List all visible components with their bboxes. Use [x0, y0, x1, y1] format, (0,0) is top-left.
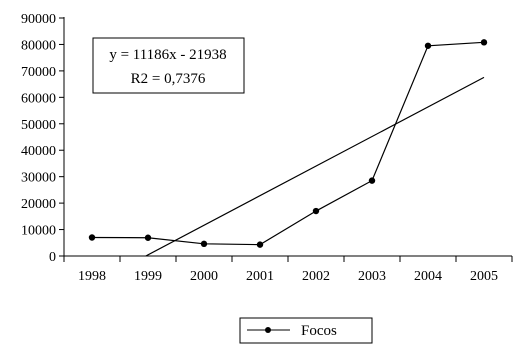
legend: Focos [239, 317, 373, 344]
y-ticks: 0 10000 20000 30000 40000 50000 60000 70000 8000… [21, 12, 64, 265]
x-tick-label: 2000 [190, 269, 218, 284]
y-tick-label: 30000 [21, 171, 56, 186]
data-point [312, 207, 320, 215]
trendline [145, 76, 485, 257]
data-point [200, 240, 208, 248]
x-tick-label: 2003 [358, 269, 386, 284]
legend-label: Focos [301, 323, 337, 339]
y-tick-label: 40000 [21, 144, 56, 159]
y-tick-label: 80000 [21, 38, 56, 53]
trendline-r2: R2 = 0,7376 [131, 71, 206, 87]
y-tick-label: 20000 [21, 197, 56, 212]
data-point [144, 234, 152, 241]
x-tick-label: 2002 [302, 269, 330, 284]
legend-marker [265, 327, 271, 333]
data-point [256, 241, 264, 248]
trendline-group [145, 76, 485, 257]
trendline-equation: y = 11186x - 21938 [109, 47, 226, 63]
x-ticks: 1998 1999 2000 2001 2002 2003 2004 2005 [63, 256, 513, 284]
x-tick-label: 1999 [134, 269, 162, 284]
data-point [368, 177, 376, 184]
y-tick-label: 60000 [21, 91, 56, 106]
equation-box: y = 11186x - 21938 R2 = 0,7376 [92, 37, 245, 94]
y-tick-label: 70000 [21, 65, 56, 80]
x-tick-label: 2004 [414, 269, 442, 284]
x-tick-label: 2001 [246, 269, 274, 284]
equation-box-border [92, 37, 245, 94]
x-tick-label: 2005 [470, 269, 498, 284]
data-point [424, 42, 432, 49]
series-group [88, 39, 488, 248]
y-tick-label: 90000 [21, 12, 56, 27]
x-tick-label: 1998 [78, 269, 106, 284]
data-point [480, 39, 488, 46]
y-tick-label: 10000 [21, 224, 56, 239]
series-line [91, 41, 485, 246]
y-tick-label: 50000 [21, 118, 56, 133]
data-point [88, 234, 96, 241]
y-tick-label: 0 [49, 250, 56, 265]
